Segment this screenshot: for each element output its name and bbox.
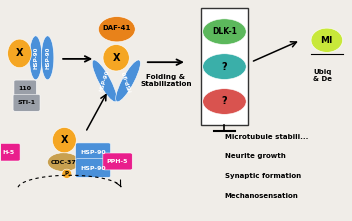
Text: ?: ? <box>222 62 227 72</box>
Ellipse shape <box>62 169 72 178</box>
Text: CDC-37: CDC-37 <box>51 160 76 165</box>
Text: ?: ? <box>222 97 227 107</box>
Text: STI-1: STI-1 <box>18 100 36 105</box>
Text: HSP-90: HSP-90 <box>122 69 134 92</box>
FancyBboxPatch shape <box>13 94 40 111</box>
Ellipse shape <box>203 19 246 44</box>
Text: Folding &
Stabilization: Folding & Stabilization <box>140 74 191 87</box>
Ellipse shape <box>99 17 135 42</box>
Text: Neurite growth: Neurite growth <box>225 153 285 159</box>
Text: MI: MI <box>321 36 333 45</box>
Text: 110: 110 <box>19 86 32 91</box>
Text: Ubiq
& De: Ubiq & De <box>313 69 332 82</box>
Text: HSP-90: HSP-90 <box>80 166 106 171</box>
Ellipse shape <box>311 28 342 52</box>
Text: H-5: H-5 <box>2 150 14 155</box>
Bar <box>201 8 248 125</box>
Ellipse shape <box>103 45 129 71</box>
Text: X: X <box>112 53 120 63</box>
Ellipse shape <box>8 39 31 68</box>
Text: DAF-41: DAF-41 <box>103 25 131 31</box>
FancyBboxPatch shape <box>76 159 111 177</box>
FancyBboxPatch shape <box>14 80 36 97</box>
Text: HSP-90: HSP-90 <box>45 47 50 69</box>
FancyBboxPatch shape <box>76 143 111 162</box>
Ellipse shape <box>48 153 80 171</box>
FancyBboxPatch shape <box>103 153 132 170</box>
Ellipse shape <box>92 60 117 102</box>
Ellipse shape <box>52 128 76 153</box>
Text: HSP-90: HSP-90 <box>99 69 111 92</box>
Ellipse shape <box>29 36 42 80</box>
Text: HSP-90: HSP-90 <box>33 47 38 69</box>
Text: DLK-1: DLK-1 <box>212 27 237 36</box>
Ellipse shape <box>41 36 54 80</box>
Text: Microtubule stabili...: Microtubule stabili... <box>225 133 308 139</box>
Text: PPH-5: PPH-5 <box>107 159 128 164</box>
Ellipse shape <box>203 89 246 114</box>
Text: Synaptic formation: Synaptic formation <box>225 173 301 179</box>
Ellipse shape <box>116 60 140 102</box>
Text: HSP-90: HSP-90 <box>80 150 106 155</box>
Text: P: P <box>65 171 69 176</box>
Text: X: X <box>16 48 23 58</box>
Text: Mechanosensation: Mechanosensation <box>225 193 298 199</box>
Ellipse shape <box>203 54 246 79</box>
Text: X: X <box>61 135 68 145</box>
FancyBboxPatch shape <box>0 143 20 161</box>
